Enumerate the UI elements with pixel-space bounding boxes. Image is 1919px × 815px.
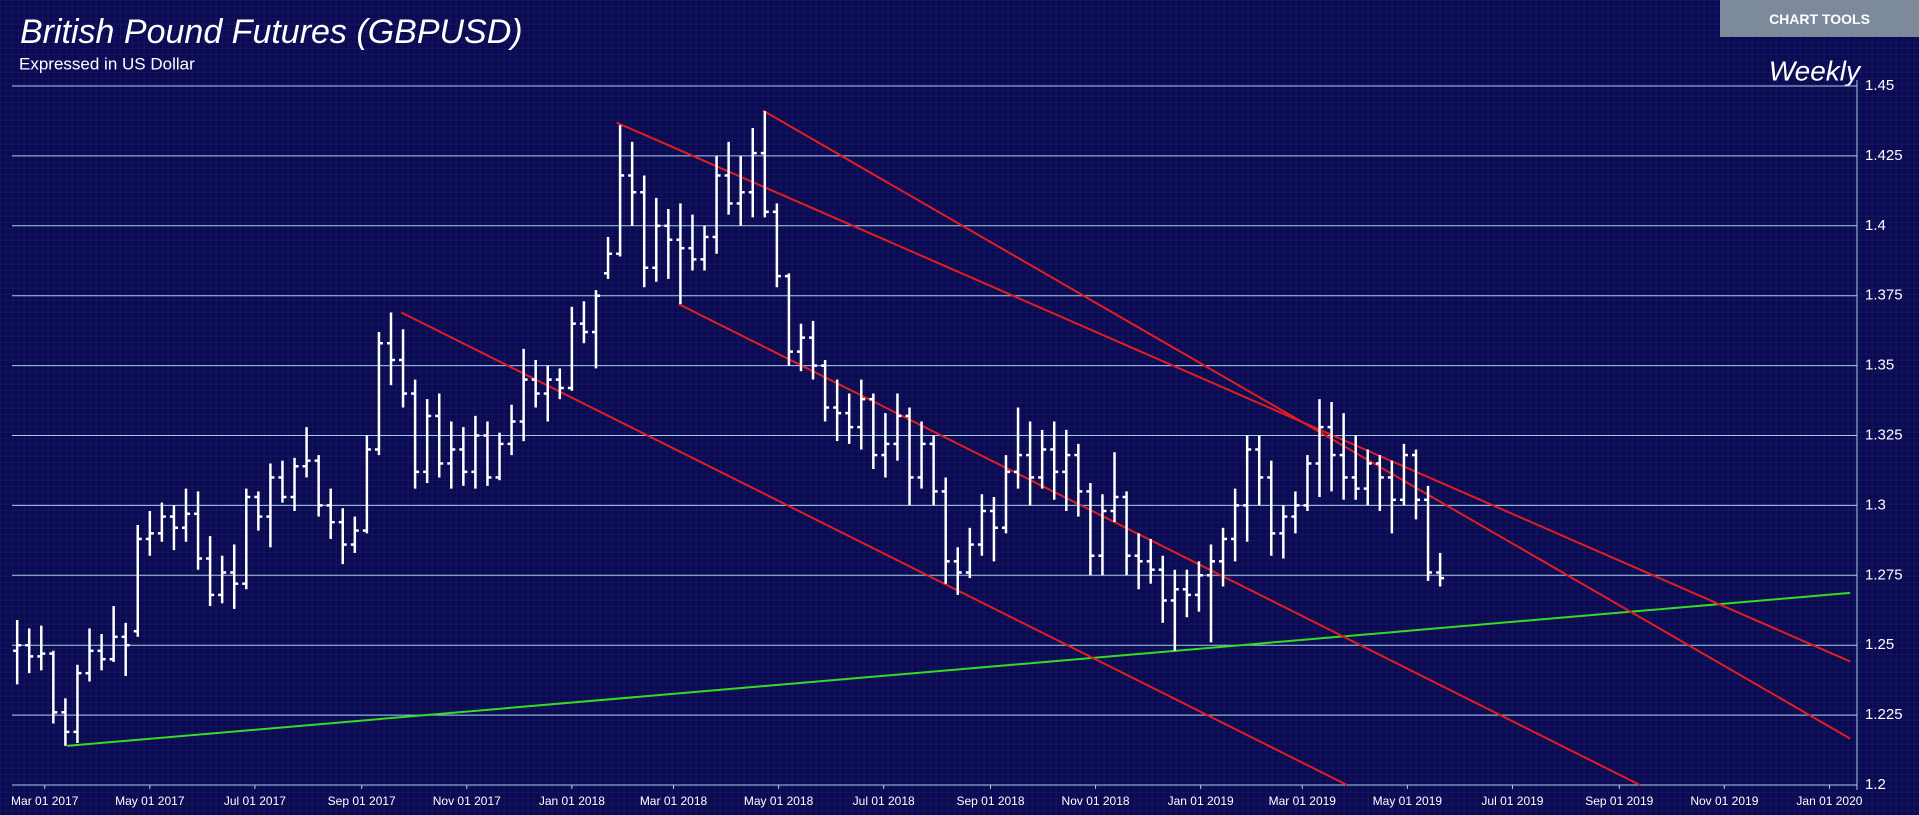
chart-tools-button[interactable]: CHART TOOLS [1720,0,1919,37]
x-tick-label: Nov 01 2017 [433,794,501,808]
x-tick-label: Jan 01 2019 [1168,794,1234,808]
y-tick-label: 1.425 [1865,147,1903,164]
trend-line [616,121,1851,663]
x-tick-label: Jul 01 2019 [1481,794,1543,808]
x-tick-label: Mar 01 2019 [1269,794,1337,808]
x-tick-label: May 01 2017 [115,794,185,808]
x-tick-label: Nov 01 2018 [1062,794,1130,808]
trend-line [678,303,1641,786]
y-tick-label: 1.275 [1865,566,1903,583]
y-tick-label: 1.25 [1865,636,1894,653]
y-tick-label: 1.2 [1865,776,1886,793]
x-tick-label: Jan 01 2018 [539,794,605,808]
y-tick-label: 1.4 [1865,217,1886,234]
x-tick-label: May 01 2018 [744,794,814,808]
y-tick-label: 1.3 [1865,496,1886,513]
trend-line [67,591,1851,747]
period-label: Weekly [1769,55,1862,86]
x-tick-label: May 01 2019 [1373,794,1443,808]
trend-line [762,109,1851,740]
x-tick-label: Nov 01 2019 [1690,794,1758,808]
chart-subtitle: Expressed in US Dollar [19,54,195,73]
chart-title: British Pound Futures (GBPUSD) [20,13,523,51]
y-tick-label: 1.45 [1865,77,1894,94]
x-tick-label: Sep 01 2017 [328,794,396,808]
y-tick-label: 1.375 [1865,287,1903,304]
y-tick-label: 1.35 [1865,357,1894,374]
x-tick-label: Jul 01 2018 [853,794,915,808]
x-tick-label: Sep 01 2018 [956,794,1024,808]
x-tick-label: Jan 01 2020 [1796,794,1862,808]
x-tick-label: Mar 01 2018 [640,794,708,808]
x-tick-label: Sep 01 2019 [1585,794,1653,808]
y-tick-label: 1.325 [1865,426,1903,443]
x-tick-label: Jul 01 2017 [224,794,286,808]
y-tick-label: 1.225 [1865,706,1903,723]
x-tick-label: Mar 01 2017 [11,794,79,808]
